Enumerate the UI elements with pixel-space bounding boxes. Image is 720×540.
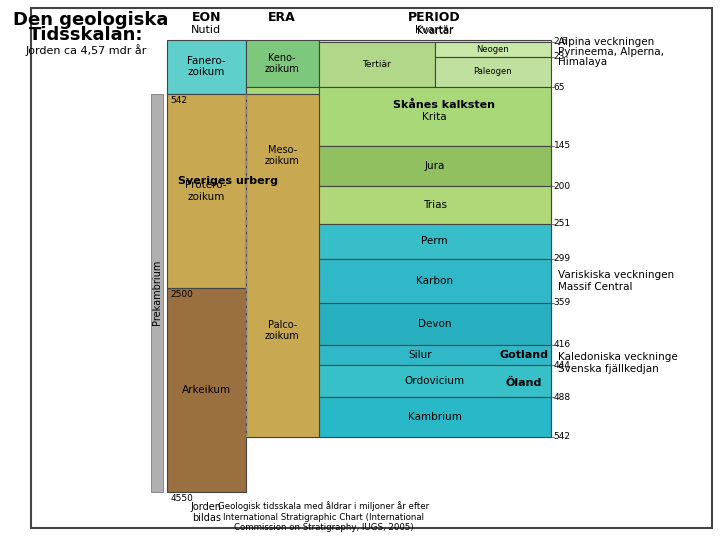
Text: 444: 444	[554, 361, 570, 370]
Text: Ordovicium: Ordovicium	[405, 376, 464, 386]
Bar	[166, 40, 246, 93]
Text: Krita: Krita	[423, 112, 447, 122]
Text: Jorden ca 4,57 mdr år: Jorden ca 4,57 mdr år	[26, 44, 147, 56]
Text: Alpina veckningen: Alpina veckningen	[559, 37, 654, 46]
Text: 200: 200	[554, 182, 571, 191]
Text: Öland: Öland	[505, 378, 541, 388]
Bar	[246, 87, 318, 224]
Text: Jura: Jura	[424, 161, 445, 171]
Bar	[166, 288, 246, 491]
Text: Himalaya: Himalaya	[559, 57, 608, 66]
Text: Svenska fjällkedjan: Svenska fjällkedjan	[559, 364, 660, 374]
Text: Massif Central: Massif Central	[559, 282, 633, 292]
Bar	[246, 93, 551, 437]
Text: 65: 65	[554, 83, 565, 92]
Text: Arkeikum: Arkeikum	[181, 385, 231, 395]
Text: Silur: Silur	[408, 350, 432, 360]
Bar	[166, 93, 246, 288]
Bar	[246, 224, 318, 437]
Text: Kvartär: Kvartär	[415, 25, 454, 35]
Bar	[318, 397, 551, 437]
Bar	[318, 40, 551, 42]
Bar	[318, 42, 435, 87]
Text: Skånes kalksten: Skånes kalksten	[393, 100, 495, 110]
Bar	[318, 87, 551, 146]
Text: 251: 251	[554, 219, 571, 228]
Text: PERIOD: PERIOD	[408, 11, 461, 24]
Text: Tertiär: Tertiär	[362, 60, 391, 69]
Text: Keno-
zoikum: Keno- zoikum	[265, 53, 300, 75]
Text: 2500: 2500	[171, 290, 194, 299]
Text: Pyrineema, Alperna,: Pyrineema, Alperna,	[559, 46, 665, 57]
Text: Trias: Trias	[423, 200, 446, 210]
Text: Geologisk tidsskala med åldrar i miljoner år efter
International Stratigraphic C: Geologisk tidsskala med åldrar i miljone…	[217, 502, 429, 532]
Text: Karbon: Karbon	[416, 276, 453, 286]
Bar	[151, 93, 163, 491]
Text: 2,6: 2,6	[554, 37, 568, 46]
Text: Variskiska veckningen: Variskiska veckningen	[559, 270, 675, 280]
Text: Paleogen: Paleogen	[473, 68, 512, 77]
Text: EON: EON	[192, 11, 221, 24]
Text: 542: 542	[171, 96, 187, 105]
Bar	[318, 345, 551, 365]
Text: Kaledoniska veckninge: Kaledoniska veckninge	[559, 352, 678, 362]
Bar	[318, 146, 551, 186]
Text: Palco-
zoikum: Palco- zoikum	[265, 320, 300, 341]
Bar	[318, 186, 551, 224]
Bar	[318, 365, 551, 397]
Text: Protero-
zoikum: Protero- zoikum	[186, 180, 227, 201]
Text: ERA: ERA	[269, 11, 296, 24]
Bar	[318, 224, 551, 259]
Text: Perm: Perm	[421, 237, 448, 246]
Bar	[435, 57, 551, 87]
Bar	[246, 40, 318, 87]
Bar	[318, 259, 551, 303]
Text: Sveriges urberg: Sveriges urberg	[178, 176, 278, 186]
Text: Devon: Devon	[418, 319, 451, 329]
Text: 542: 542	[554, 433, 570, 442]
Text: Kambrium: Kambrium	[408, 412, 462, 422]
Text: Prekambrium: Prekambrium	[152, 260, 162, 325]
Text: Jorden
bildas: Jorden bildas	[191, 502, 222, 523]
Text: 145: 145	[554, 141, 571, 151]
Text: Nutid: Nutid	[192, 25, 221, 35]
Text: Kvartär: Kvartär	[417, 26, 453, 36]
Text: Den geologiska: Den geologiska	[14, 11, 169, 29]
Text: 488: 488	[554, 393, 571, 402]
Text: Gotland: Gotland	[499, 350, 548, 360]
Text: Neogen: Neogen	[476, 45, 509, 53]
Text: 4550: 4550	[171, 494, 194, 503]
Text: Tidsskalan:: Tidsskalan:	[29, 26, 143, 44]
Text: 416: 416	[554, 340, 571, 349]
Text: 359: 359	[554, 298, 571, 307]
Text: Fanero-
zoikum: Fanero- zoikum	[187, 56, 225, 77]
Text: Meso-
zoikum: Meso- zoikum	[265, 145, 300, 166]
Text: 23: 23	[554, 52, 565, 61]
Bar	[318, 303, 551, 345]
Text: 299: 299	[554, 254, 571, 264]
Bar	[435, 42, 551, 57]
